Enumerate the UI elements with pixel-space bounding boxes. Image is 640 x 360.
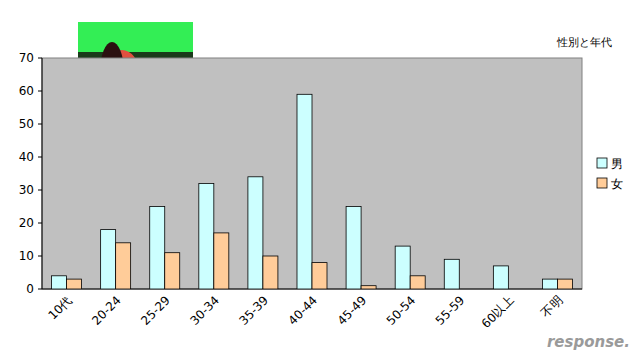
y-tick-label: 40 (19, 150, 34, 164)
y-tick-label: 60 (19, 84, 34, 98)
bar (508, 289, 523, 290)
y-tick-label: 0 (26, 282, 34, 296)
y-tick (38, 223, 42, 224)
bar (542, 279, 557, 289)
x-tick-label: 20-24 (89, 293, 124, 328)
y-tick (38, 190, 42, 191)
legend: 男女 (597, 157, 623, 191)
bar (214, 233, 229, 289)
bar (297, 94, 312, 289)
y-axis: 0 10 20 30 40 50 60 70 (19, 51, 42, 296)
x-tick-label: 50-54 (384, 293, 419, 328)
bar (101, 230, 116, 289)
bar (410, 276, 425, 289)
plot-area (42, 58, 582, 289)
bar (361, 286, 376, 289)
bar (248, 177, 263, 289)
y-tick (38, 91, 42, 92)
chart-title: 性別と年代 (556, 36, 612, 49)
bar (395, 246, 410, 289)
x-tick-label: 60以上 (479, 293, 517, 331)
bar (150, 207, 165, 290)
y-tick (38, 157, 42, 158)
y-axis-line (42, 58, 43, 289)
bar (346, 207, 361, 290)
x-tick-label: 10代 (45, 293, 74, 322)
y-tick (38, 289, 42, 290)
bar (116, 243, 131, 289)
chart-svg: 0 10 20 30 40 50 60 70 10代 20-24 25-29 30-34 35-39 40… (0, 0, 640, 360)
x-tick-label: 25-29 (138, 293, 173, 328)
y-tick (38, 256, 42, 257)
x-tick-label: 45-49 (335, 293, 370, 328)
bar (459, 289, 474, 290)
x-tick-label: 30-34 (187, 293, 222, 328)
y-tick-label: 20 (19, 216, 34, 230)
bar (52, 276, 67, 289)
x-tick-label: 不明 (539, 293, 566, 320)
bar (444, 259, 459, 289)
legend-label: 男 (611, 157, 623, 171)
y-tick-label: 30 (19, 183, 34, 197)
bar (312, 263, 327, 289)
bar (67, 279, 82, 289)
y-tick (38, 58, 42, 59)
bars (52, 94, 573, 289)
y-tick-label: 70 (19, 51, 34, 65)
legend-swatch (597, 178, 607, 188)
legend-label: 女 (611, 177, 623, 191)
x-tick-label: 35-39 (236, 293, 271, 328)
chart-root: 0 10 20 30 40 50 60 70 10代 20-24 25-29 30-34 35-39 40… (0, 0, 640, 360)
x-tick-label: 40-44 (286, 293, 321, 328)
x-tick-label: 55-59 (433, 293, 468, 328)
bar (493, 266, 508, 289)
watermark: response. (547, 333, 630, 351)
y-tick-label: 10 (19, 249, 34, 263)
x-axis-labels: 10代 20-24 25-29 30-34 35-39 40-44 45-49 50-54 55… (45, 293, 565, 331)
bar (557, 279, 572, 289)
bar (263, 256, 278, 289)
bar (165, 253, 180, 289)
y-tick-label: 50 (19, 117, 34, 131)
legend-swatch (597, 158, 607, 168)
bar (199, 183, 214, 289)
photo-light (78, 22, 193, 52)
y-tick (38, 124, 42, 125)
